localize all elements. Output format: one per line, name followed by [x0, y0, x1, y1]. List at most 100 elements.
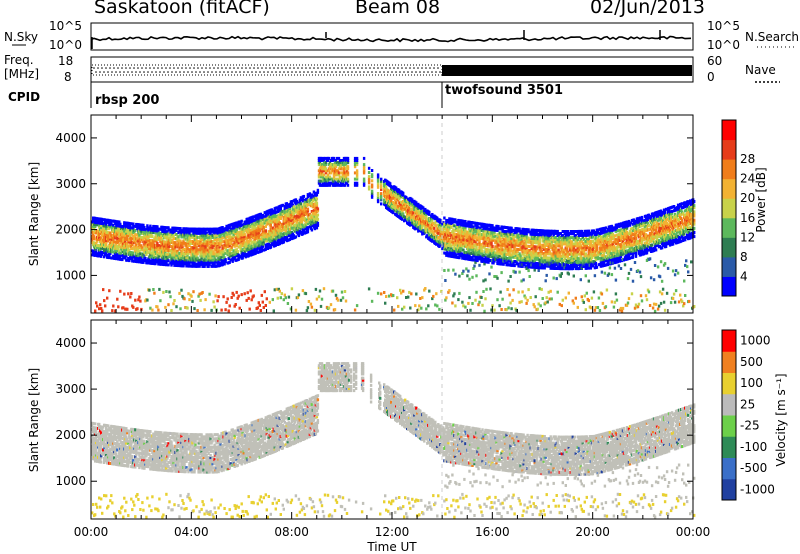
scatter-cell [129, 224, 132, 228]
scatter-cell [476, 232, 479, 236]
scatter-cell [252, 246, 255, 250]
scatter-cell [468, 233, 471, 237]
scatter-cell [469, 227, 472, 231]
scatter-cell [150, 232, 153, 236]
scatter-cell [172, 228, 175, 232]
scatter-cell [279, 206, 282, 210]
scatter-cell [301, 289, 305, 293]
scatter-cell [309, 214, 313, 218]
scatter-cell [460, 242, 463, 246]
freq-dot [165, 67, 167, 69]
freq-dot [195, 71, 197, 73]
scatter-cell [326, 179, 330, 183]
nsky-panel: N.Sky 10^5 10^0 10^5 10^0 N.Search [4, 19, 799, 52]
scatter-cell [436, 304, 439, 308]
scatter-cell [282, 215, 285, 219]
freq-dot [251, 71, 253, 73]
scatter-cell [245, 246, 248, 250]
scatter-cell [109, 237, 112, 241]
scatter-cell [98, 233, 101, 237]
scatter-cell [215, 264, 218, 268]
scatter-cell [472, 233, 475, 237]
scatter-cell [333, 167, 337, 171]
scatter-cell [385, 295, 388, 298]
scatter-cell [188, 231, 191, 235]
scatter-cell [453, 224, 456, 228]
scatter-cell [277, 287, 280, 291]
scatter-cell [457, 298, 460, 302]
scatter-cell [353, 183, 357, 187]
scatter-cell [345, 169, 349, 173]
scatter-cell [462, 269, 465, 273]
scatter-cell [243, 228, 246, 232]
scatter-cell [423, 288, 426, 292]
scatter-cell [505, 240, 508, 244]
scatter-cell [243, 249, 246, 253]
scatter-cell [444, 226, 447, 230]
scatter-cell [221, 248, 224, 252]
scatter-cell [496, 237, 499, 241]
scatter-cell [376, 198, 380, 202]
scatter-cell [302, 229, 306, 233]
scatter-cell [367, 185, 371, 189]
freq-dot [391, 71, 393, 73]
freq-dot [379, 71, 381, 73]
scatter-cell [188, 244, 191, 247]
scatter-cell [208, 242, 211, 246]
scatter-cell [467, 301, 470, 305]
freq-tick-bottom: 8 [64, 70, 72, 84]
scatter-cell [183, 297, 186, 301]
scatter-cell [248, 307, 251, 311]
scatter-cell [315, 201, 319, 205]
scatter-cell [316, 188, 320, 192]
scatter-cell [490, 240, 493, 244]
scatter-cell [322, 159, 326, 162]
scatter-cell [246, 236, 249, 240]
scatter-cell [506, 261, 509, 265]
scatter-cell [496, 298, 499, 302]
scatter-cell [163, 232, 166, 236]
scatter-cell [174, 243, 177, 247]
scatter-cell [476, 222, 479, 225]
scatter-cell [448, 289, 451, 293]
freq-dot [345, 67, 347, 69]
scatter-cell [286, 230, 290, 234]
scatter-cell [212, 231, 215, 235]
scatter-cell [478, 240, 481, 244]
scatter-cell [307, 217, 311, 221]
scatter-cell [276, 236, 279, 240]
scatter-cell [157, 227, 160, 231]
scatter-cell [239, 222, 242, 226]
scatter-cell [257, 236, 260, 240]
scatter-cell [362, 165, 366, 169]
scatter-cell [475, 274, 478, 278]
freq-dot [429, 67, 431, 69]
freq-dot [313, 67, 315, 69]
scatter-cell [255, 232, 258, 236]
scatter-cell [137, 227, 140, 231]
scatter-cell [508, 245, 511, 248]
scatter-cell [457, 227, 460, 231]
scatter-cell [254, 241, 257, 245]
freq-dot [265, 67, 267, 69]
scatter-cell [454, 251, 457, 255]
freq-dot [323, 71, 325, 73]
scatter-cell [376, 183, 380, 187]
station-title: Saskatoon (fitACF) [94, 0, 270, 18]
scatter-cell [181, 243, 184, 247]
scatter-cell [229, 242, 232, 245]
scatter-cell [295, 222, 299, 226]
scatter-cell [370, 169, 374, 172]
scatter-cell [125, 254, 128, 258]
scatter-cell [337, 156, 341, 160]
scatter-cell [480, 296, 483, 299]
scatter-cell [159, 250, 162, 254]
freq-dot [285, 67, 287, 69]
scatter-cell [322, 173, 326, 177]
scatter-cell [217, 262, 220, 266]
scatter-cell [445, 237, 448, 241]
scatter-cell [256, 234, 259, 238]
freq-dot [393, 67, 395, 69]
freq-dot [329, 67, 331, 69]
scatter-cell [278, 227, 281, 231]
